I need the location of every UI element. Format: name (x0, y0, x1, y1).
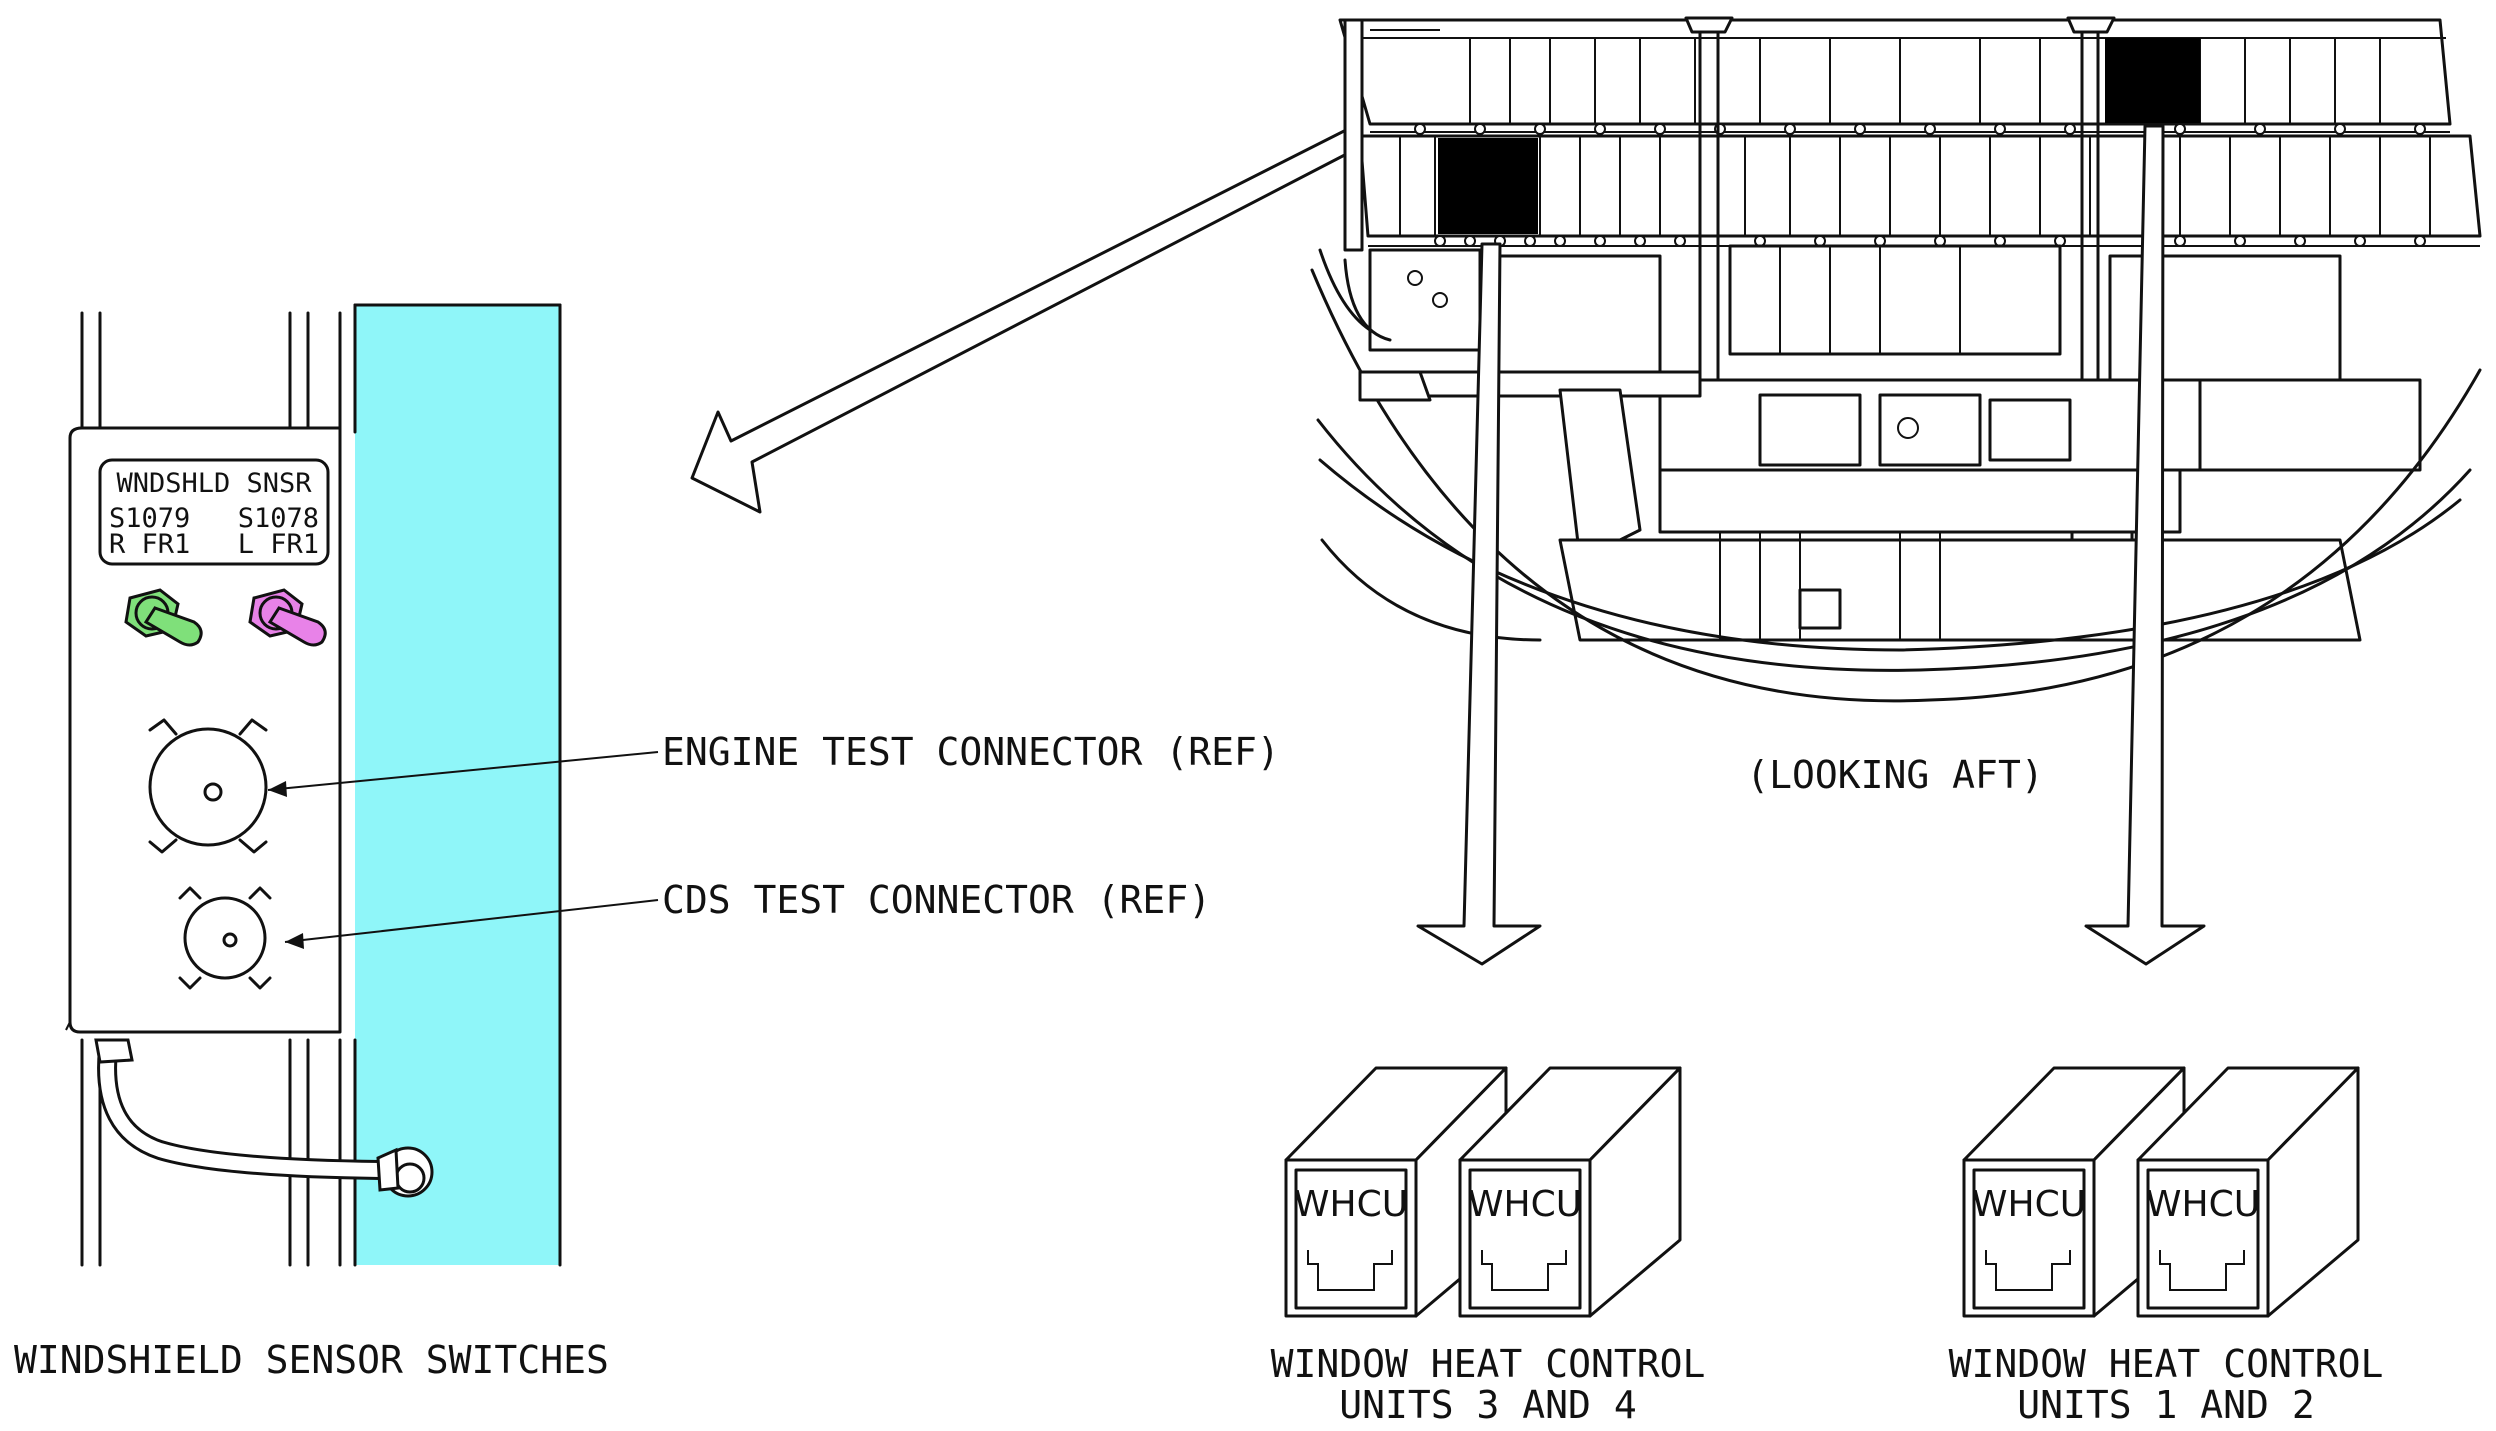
cds-test-connector-label: CDS TEST CONNECTOR (REF) (662, 878, 1211, 922)
whcu-label: WHCU (1972, 1184, 2086, 1225)
engine-test-connector-label: ENGINE TEST CONNECTOR (REF) (662, 730, 1280, 774)
placard-left-switch-id: S1079 (109, 503, 190, 534)
rack-second-tier (1358, 134, 2482, 247)
toggle-switch-s1078[interactable] (248, 588, 327, 647)
windshield-sensor-switches-caption: WINDSHIELD SENSOR SWITCHES (14, 1338, 609, 1382)
equipment-rack-view: (LOOKING AFT) (1310, 16, 2482, 966)
whcu-label: WHCU (1468, 1184, 1582, 1225)
windshield-sensor-switch-detail: WNDSHLD SNSR S1079 S1078 R FR1 L FR1 (14, 303, 1280, 1382)
units-3-4-caption-line1: WINDOW HEAT CONTROL (1271, 1342, 1706, 1386)
placard-title: WNDSHLD SNSR (116, 468, 312, 499)
panel-placard (98, 458, 330, 566)
cyan-structure-panel (355, 305, 560, 1265)
placard-left-switch-loc: R FR1 (109, 529, 190, 560)
highlighted-whcu-3-4-slot (1438, 138, 1538, 234)
downward-callout-arrows (1416, 124, 2206, 966)
lower-bay (1558, 468, 2362, 642)
rack-posts (1343, 16, 2116, 472)
connector-leader-lines (267, 751, 659, 949)
detail-callout-arrow (690, 126, 1364, 514)
tray-studs (1414, 123, 2426, 247)
whcu-unit: WHCU (1962, 1066, 2186, 1318)
rack-top-tier (1338, 18, 2452, 133)
whcu-unit: WHCU (1458, 1066, 1682, 1318)
engine-test-connector (148, 718, 268, 854)
units-1-2-caption-line2: UNITS 1 AND 2 (2017, 1383, 2314, 1427)
whcu-label: WHCU (2146, 1184, 2260, 1225)
whcu-group-3-4: WHCU WHCU WINDOW HEAT CONTROL UNITS 3 AN… (1271, 1066, 1706, 1427)
whcu-group-1-2: WHCU WHCU WINDOW HEAT CONTROL UNITS 1 AN… (1949, 1066, 2384, 1427)
toggle-switch-s1079[interactable] (124, 588, 203, 647)
fuselage-curves (1310, 248, 2482, 703)
units-1-2-caption-line1: WINDOW HEAT CONTROL (1949, 1342, 2384, 1386)
bonding-cable (94, 1038, 434, 1198)
highlighted-whcu-1-2-slot (2105, 38, 2200, 124)
cds-test-connector (178, 886, 272, 990)
placard-right-switch-id: S1078 (238, 503, 319, 534)
units-3-4-caption-line2: UNITS 3 AND 4 (1339, 1383, 1636, 1427)
frame-rails (80, 303, 357, 1267)
placard-right-switch-loc: L FR1 (238, 529, 319, 560)
whcu-label: WHCU (1294, 1184, 1408, 1225)
looking-aft-label: (LOOKING AFT) (1746, 753, 2043, 797)
whcu-unit: WHCU (2136, 1066, 2360, 1318)
